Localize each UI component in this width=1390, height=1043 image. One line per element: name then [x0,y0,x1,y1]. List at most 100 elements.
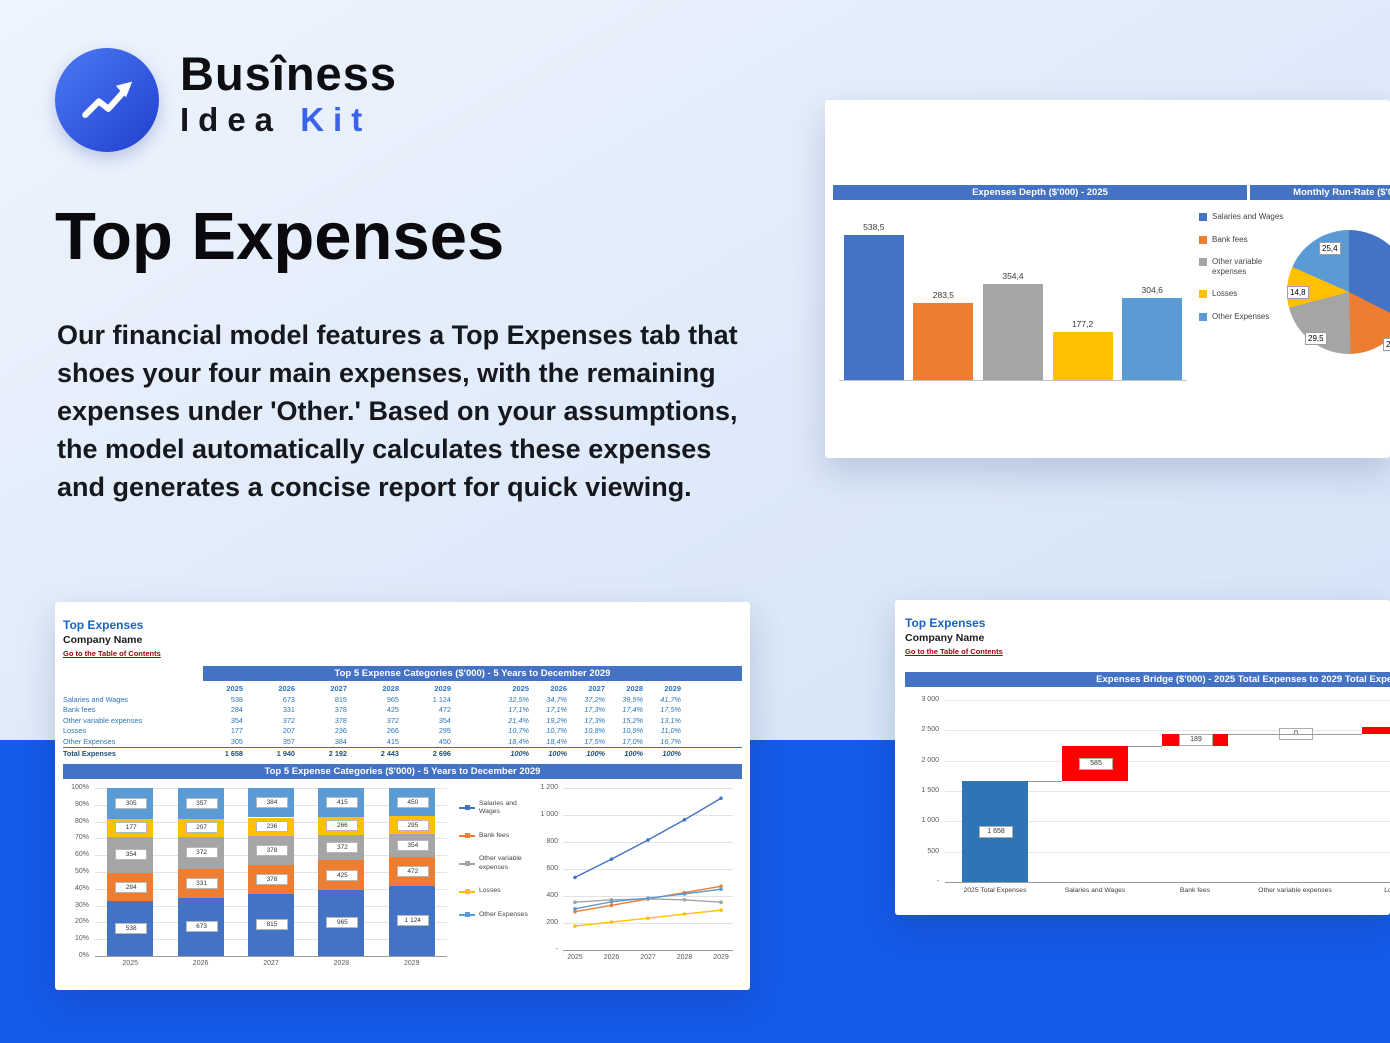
run-rate-pie-chart: 25,4 14,8 29,5 23,6 [1287,230,1390,354]
cell-value: 305 [230,736,243,746]
cell-value: 284 [230,705,243,714]
cell-value: 815 [334,694,347,704]
cell-percent: 19,2% [546,715,567,725]
x-tick-label: 2026 [603,954,620,961]
series-marker [719,887,723,892]
y-tick-label: - [936,878,939,885]
y-tick-label: 500 [927,847,939,855]
waterfall-chart: 3 000 2 500 2 000 1 500 1 000 500 - 1 658 2025 T… [897,692,1390,910]
x-tick-label: 2026 [192,960,209,967]
segment-label: 236 [256,821,288,833]
x-tick-label: 2027 [640,954,656,961]
pie-data-label: 23,6 [1383,338,1390,351]
cell-percent: 17,1% [546,705,567,714]
cell-percent: 17,5% [584,736,605,746]
line-chart-svg [573,796,723,928]
legend-label: Losses [479,887,501,895]
cell-value: 538 [230,694,243,704]
x-axis [839,380,1187,381]
legend-line [459,888,475,894]
y-tick-label: 1 500 [921,787,939,794]
expenses-depth-bar-chart: 538,5 283,5 354,4 177,2 304,6 [839,200,1187,395]
gridline [945,791,1390,792]
y-tick-label: 200 [546,919,558,926]
legend-item: Losses [1199,289,1291,299]
row-label: Bank fees [63,705,96,714]
gridline [945,821,1390,823]
segment-label: 472 [396,865,429,877]
segment-label: 1 124 [396,915,429,927]
y-tick-label: 50% [74,868,89,875]
segment-label: 450 [396,796,429,808]
legend-item: Bank fees [1199,235,1291,245]
cell-percent: 100% [548,749,567,758]
legend-label: Salaries and Wages [1212,212,1284,221]
cell-percent: 10,8% [584,726,605,735]
segment-label: 378 [256,844,288,856]
cell-percent: 34,7% [546,694,567,704]
bar-value-label: 177,2 [1071,319,1094,330]
series-marker [719,908,723,912]
segment-label: 372 [185,847,218,859]
cell-percent: 100% [662,749,681,758]
row-label: Losses [63,726,87,735]
year-header: 2029 [434,684,451,693]
legend-label: Bank fees [479,831,510,839]
group-gap [463,705,497,714]
cell-value: 2 192 [328,749,347,758]
segment-label: 372 [326,842,359,854]
screenshot-card-bridge: Top Expenses Company Name Go to the Tabl… [895,600,1390,915]
y-tick-label: 600 [546,865,558,872]
cell-value: 354 [230,715,243,725]
y-tick-label: 400 [546,892,558,899]
y-tick-label: 30% [74,901,89,909]
toc-link[interactable]: Go to the Table of Contents [63,649,161,658]
y-tick-label: 20% [74,918,89,926]
chart-header-title: Top 5 Expense Categories ($'000) - 5 Yea… [264,766,541,777]
cell-percent: 17,5% [660,705,681,714]
x-tick-label: 2025 Total Expenses [963,887,1027,894]
cell-percent: 32,5% [508,694,529,704]
y-tick-label: 1 200 [540,784,558,791]
x-tick-label: 2029 [404,960,420,967]
gridline [563,788,733,789]
cell-percent: 10,7% [508,726,529,735]
cell-value: 2 443 [380,749,399,758]
segment-label: 305 [115,797,148,809]
bar-chart-title-bar: Expenses Depth ($'000) - 2025 [833,185,1247,200]
cell-percent: 17,3% [584,715,605,725]
cell-value: 425 [386,705,399,714]
cell-percent: 37,2% [584,694,605,704]
connector-line [1128,745,1162,747]
table-row: Other Expenses 305 357 384 415 450 18,4% 18,4% 1… [63,737,742,746]
series-marker [573,907,577,911]
toc-link[interactable]: Go to the Table of Contents [905,647,1003,656]
x-tick-label: 2029 [713,954,729,961]
year-header: 2027 [330,684,347,693]
cell-percent: 15,2% [622,715,643,725]
row-label: Total Expenses [63,749,116,758]
cell-value: 236 [334,726,347,735]
series-marker [682,912,687,916]
x-axis [945,882,1390,883]
connector-line [1028,781,1062,783]
y-tick-label: 90% [74,800,89,808]
row-label-spacer [63,684,203,693]
legend-label: Salaries and Wages [479,800,517,816]
trend-arrow-icon [82,81,133,119]
group-gap [463,749,497,758]
cell-value: 384 [334,736,347,746]
sheet-title: Top Expenses [63,618,144,632]
cell-value: 2 696 [432,749,451,758]
brand-name-accent: Kit [300,101,372,138]
gridline [563,950,733,951]
year-header: 2028 [626,684,643,693]
series-marker [573,924,577,928]
series-marker [719,884,723,889]
cell-value: 1 124 [432,694,451,704]
cell-value: 1 658 [224,749,243,758]
series-marker [573,900,577,905]
screenshot-card-top5: Top Expenses Company Name Go to the Tabl… [55,602,750,990]
group-gap [463,737,497,746]
series-marker [609,857,614,861]
